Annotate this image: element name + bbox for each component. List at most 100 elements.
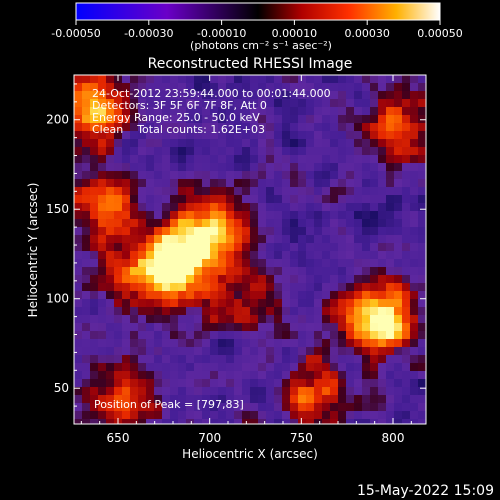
heatmap-cell [370,395,379,404]
heatmap-cell [346,219,355,228]
heatmap-cell [402,123,411,132]
heatmap-cell [202,315,211,324]
heatmap-cell [146,107,155,116]
heatmap-cell [122,315,131,324]
heatmap-cell [314,155,323,164]
heatmap-cell [202,203,211,212]
heatmap-cell [242,107,251,116]
heatmap-cell [210,123,219,132]
heatmap-cell [282,235,291,244]
heatmap-cell [162,115,171,124]
heatmap-cell [138,363,147,372]
heatmap-cell [218,99,227,108]
heatmap-cell [338,275,347,284]
heatmap-cell [394,291,403,300]
heatmap-cell [98,395,107,404]
heatmap-cell [330,355,339,364]
heatmap-cell [410,267,419,276]
heatmap-cell [266,115,275,124]
heatmap-cell [290,315,299,324]
heatmap-cell [354,403,363,412]
heatmap-cell [202,99,211,108]
heatmap-cell [418,187,426,196]
heatmap-cell [362,347,371,356]
heatmap-cell [306,339,315,348]
heatmap-cell [146,203,155,212]
heatmap-cell [370,331,379,340]
heatmap-cell [418,315,426,324]
heatmap-cell [394,299,403,308]
heatmap-cell [354,243,363,252]
heatmap-cell [106,75,115,84]
heatmap-cell [90,99,99,108]
heatmap-cell [290,171,299,180]
heatmap-cell [298,331,307,340]
heatmap-cell [250,291,259,300]
heatmap-cell [306,171,315,180]
heatmap-cell [154,347,163,356]
heatmap-cell [122,99,131,108]
heatmap-cell [114,131,123,140]
heatmap-cell [362,179,371,188]
heatmap-cell [282,291,291,300]
heatmap-cell [138,219,147,228]
heatmap-cell [250,419,259,424]
heatmap-cell [74,323,83,332]
heatmap-cell [274,307,283,316]
heatmap-cell [274,291,283,300]
heatmap-cell [266,275,275,284]
heatmap-cell [218,331,227,340]
heatmap-cell [306,299,315,308]
heatmap-cell [162,315,171,324]
heatmap-cell [346,275,355,284]
heatmap-cell [98,307,107,316]
heatmap-cell [202,331,211,340]
heatmap-cell [322,187,331,196]
heatmap-cell [82,323,91,332]
heatmap-cell [138,251,147,260]
heatmap-cell [402,187,411,196]
heatmap-cell [106,411,115,420]
heatmap-cell [298,155,307,164]
heatmap-cell [146,403,155,412]
heatmap-cell [322,179,331,188]
heatmap-cell [322,99,331,108]
heatmap-cell [298,163,307,172]
heatmap-cell [378,379,387,388]
heatmap-cell [354,171,363,180]
heatmap-cell [250,307,259,316]
heatmap-cell [194,219,203,228]
heatmap-cell [146,387,155,396]
heatmap-cell [258,163,267,172]
heatmap-cell [298,243,307,252]
heatmap-cell [106,155,115,164]
heatmap-cell [82,411,91,420]
heatmap-cell [410,219,419,228]
heatmap-cell [402,171,411,180]
heatmap-cell [418,179,426,188]
heatmap-cell [202,283,211,292]
heatmap-cell [194,299,203,308]
heatmap-cell [146,299,155,308]
heatmap-cell [314,395,323,404]
heatmap-cell [330,331,339,340]
heatmap-cell [138,259,147,268]
heatmap-cell [170,339,179,348]
heatmap-cell [346,331,355,340]
heatmap-cell [394,139,403,148]
heatmap-cell [402,275,411,284]
heatmap-cell [130,123,139,132]
heatmap-cell [162,219,171,228]
heatmap-cell [74,147,83,156]
heatmap-cell [314,355,323,364]
heatmap-cell [250,179,259,188]
heatmap-cell [306,395,315,404]
heatmap-cell [146,363,155,372]
heatmap-cell [154,171,163,180]
heatmap-cell [274,363,283,372]
heatmap-cell [362,323,371,332]
heatmap-cell [346,227,355,236]
heatmap-cell [346,339,355,348]
heatmap-cell [202,299,211,308]
heatmap-cell [242,355,251,364]
